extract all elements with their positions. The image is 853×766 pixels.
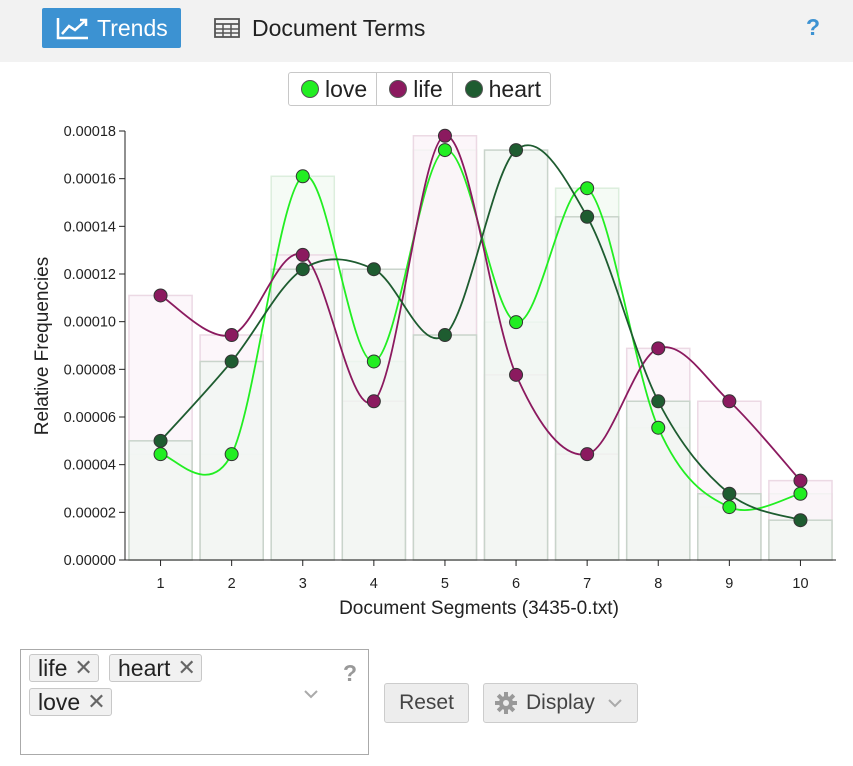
x-tick-label: 8 bbox=[654, 576, 662, 592]
data-point-love bbox=[651, 420, 666, 435]
data-point-life bbox=[366, 394, 381, 409]
trends-chart: 0.00000 0.00002 0.00004 0.00006 0.00008 0.000… bbox=[32, 124, 836, 619]
legend-label-life: life bbox=[413, 75, 443, 102]
tab-document-terms[interactable]: Document Terms bbox=[214, 8, 425, 48]
data-point-heart bbox=[437, 328, 452, 343]
data-point-love bbox=[437, 143, 452, 158]
legend-swatch-love bbox=[301, 80, 319, 98]
y-tick-label: 0.00018 bbox=[64, 124, 116, 140]
data-point-life bbox=[580, 447, 595, 462]
chevron-down-icon[interactable] bbox=[303, 688, 319, 700]
x-tick-label: 10 bbox=[792, 576, 808, 592]
chart-legend: love life heart bbox=[288, 72, 552, 106]
display-button[interactable]: Display bbox=[483, 683, 638, 723]
legend-swatch-life bbox=[389, 80, 408, 98]
legend-swatch-heart bbox=[464, 80, 483, 98]
data-point-life bbox=[224, 328, 239, 343]
tab-trends-label: Trends bbox=[97, 14, 168, 41]
data-point-heart bbox=[224, 354, 239, 369]
legend-item-life[interactable]: life bbox=[377, 73, 453, 105]
chevron-down-icon bbox=[608, 699, 622, 708]
data-point-love bbox=[722, 500, 737, 515]
term-tag-label: life bbox=[38, 654, 68, 681]
data-point-heart bbox=[722, 486, 737, 501]
term-tag-label: love bbox=[38, 688, 81, 715]
tab-bar: Trends Document Terms ? bbox=[0, 0, 853, 62]
legend-item-love[interactable]: love bbox=[289, 73, 378, 105]
y-tick-label: 0.00014 bbox=[64, 219, 116, 235]
remove-term-icon[interactable]: ✕ bbox=[87, 689, 106, 714]
data-point-love bbox=[153, 447, 168, 462]
data-point-love bbox=[509, 315, 524, 330]
x-tick-label: 1 bbox=[157, 576, 165, 592]
bar-heart bbox=[270, 268, 336, 561]
data-point-life bbox=[509, 367, 524, 382]
data-point-love bbox=[224, 447, 239, 462]
x-tick-label: 3 bbox=[299, 576, 307, 592]
y-tick-label: 0.00006 bbox=[64, 410, 116, 426]
remove-term-icon[interactable]: ✕ bbox=[74, 655, 93, 680]
data-point-love bbox=[366, 354, 381, 369]
data-point-life bbox=[722, 394, 737, 409]
data-point-heart bbox=[295, 262, 310, 277]
tab-document-terms-label: Document Terms bbox=[252, 14, 426, 41]
data-point-love bbox=[793, 486, 808, 501]
reset-button-label: Reset bbox=[399, 691, 454, 714]
x-tick-label: 6 bbox=[512, 576, 520, 592]
data-point-heart bbox=[153, 433, 168, 448]
term-help-icon[interactable]: ? bbox=[343, 660, 358, 686]
data-point-life bbox=[437, 128, 452, 143]
y-tick-label: 0.00004 bbox=[64, 458, 116, 474]
axes-layer: 0.00000 0.00002 0.00004 0.00006 0.00008 0.000… bbox=[64, 124, 836, 592]
bar-heart bbox=[483, 149, 549, 561]
y-tick-label: 0.00008 bbox=[64, 362, 116, 378]
help-icon[interactable]: ? bbox=[806, 14, 821, 40]
data-point-heart bbox=[793, 513, 808, 528]
gear-icon bbox=[495, 692, 517, 714]
term-selector[interactable]: life ✕ heart ✕ love ✕ ? bbox=[20, 649, 369, 755]
points-layer bbox=[153, 128, 808, 528]
bar-heart bbox=[412, 334, 478, 561]
term-tag-heart: heart ✕ bbox=[109, 654, 202, 682]
series-line-heart bbox=[159, 144, 801, 522]
line-chart-icon bbox=[56, 18, 88, 40]
term-tag-life: life ✕ bbox=[29, 654, 99, 682]
legend-item-heart[interactable]: heart bbox=[453, 73, 550, 105]
term-tag-love: love ✕ bbox=[29, 688, 112, 716]
y-axis-label: Relative Frequencies bbox=[32, 257, 53, 435]
data-point-love bbox=[580, 181, 595, 196]
y-tick-label: 0.00012 bbox=[64, 267, 116, 283]
x-axis-label: Document Segments (3435-0.txt) bbox=[339, 598, 619, 619]
y-tick-label: 0.00000 bbox=[64, 553, 116, 569]
table-icon bbox=[214, 18, 240, 38]
series-line-life bbox=[160, 134, 802, 482]
display-button-label: Display bbox=[526, 691, 595, 714]
x-tick-label: 9 bbox=[725, 576, 733, 592]
x-tick-label: 5 bbox=[441, 576, 449, 592]
reset-button[interactable]: Reset bbox=[384, 683, 469, 723]
data-point-love bbox=[295, 169, 310, 184]
tab-trends[interactable]: Trends bbox=[42, 8, 181, 48]
data-point-heart bbox=[580, 209, 595, 224]
x-tick-label: 2 bbox=[228, 576, 236, 592]
x-tick-label: 4 bbox=[370, 576, 378, 592]
data-point-life bbox=[295, 247, 310, 262]
remove-term-icon[interactable]: ✕ bbox=[177, 655, 196, 680]
legend-label-love: love bbox=[325, 75, 368, 102]
term-tag-label: heart bbox=[118, 654, 171, 681]
data-point-life bbox=[651, 341, 666, 356]
data-point-life bbox=[153, 288, 168, 303]
y-tick-label: 0.00002 bbox=[64, 505, 116, 521]
data-point-heart bbox=[366, 262, 381, 277]
y-tick-label: 0.00010 bbox=[64, 315, 116, 331]
x-tick-label: 7 bbox=[583, 576, 591, 592]
legend-label-heart: heart bbox=[488, 75, 542, 102]
data-point-life bbox=[793, 473, 808, 488]
data-point-heart bbox=[509, 143, 524, 158]
y-tick-label: 0.00016 bbox=[64, 172, 116, 188]
data-point-heart bbox=[651, 394, 666, 409]
